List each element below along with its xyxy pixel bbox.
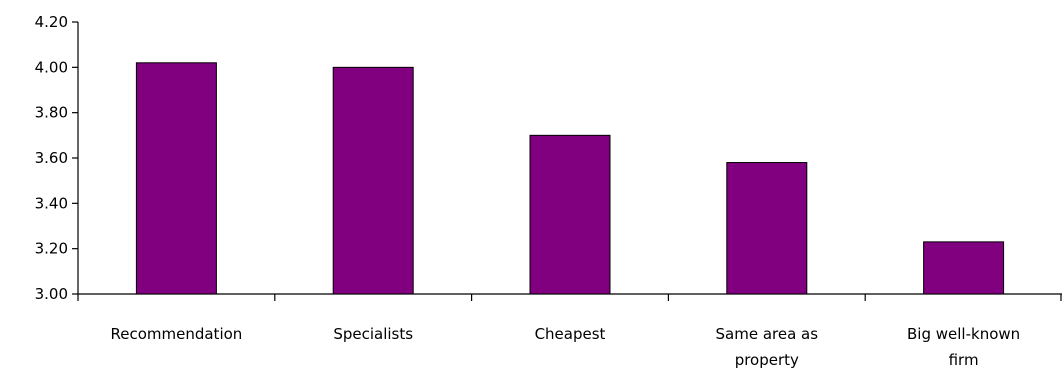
- bar: [529, 134, 611, 295]
- x-tick-label: Recommendation: [110, 325, 242, 343]
- x-tick-label: Specialists: [333, 325, 413, 343]
- bar: [332, 66, 414, 295]
- x-tick-label: Cheapest: [535, 325, 606, 343]
- x-axis: Recommendation Specialists Cheapest Same ar…: [77, 293, 1062, 369]
- y-tick-label: 3.60: [35, 149, 68, 167]
- y-tick-label: 3.20: [35, 240, 68, 258]
- bar: [726, 162, 808, 295]
- y-tick-label: 3.40: [35, 194, 68, 212]
- x-tick-label: Big well-known firm: [907, 325, 1020, 369]
- y-tick-label: 4.20: [35, 13, 68, 31]
- x-tick-label-line: property: [735, 351, 799, 369]
- x-tick-label-line: Recommendation: [110, 325, 242, 343]
- x-tick-label-line: firm: [949, 351, 979, 369]
- y-tick-label: 3.80: [35, 104, 68, 122]
- x-tick-label-line: Same area as: [716, 325, 819, 343]
- x-tick-label: Same area as property: [716, 325, 819, 369]
- x-tick-label-line: Cheapest: [535, 325, 606, 343]
- y-tick-label: 3.00: [35, 285, 68, 303]
- bars: [135, 62, 1005, 295]
- x-tick-label-line: Specialists: [333, 325, 413, 343]
- y-tick-label: 4.00: [35, 58, 68, 76]
- x-tick-label-line: Big well-known: [907, 325, 1020, 343]
- bar: [923, 241, 1005, 295]
- bar: [135, 62, 217, 295]
- y-axis: 3.00 3.20 3.40 3.60 3.80 4.00 4.20: [35, 13, 79, 303]
